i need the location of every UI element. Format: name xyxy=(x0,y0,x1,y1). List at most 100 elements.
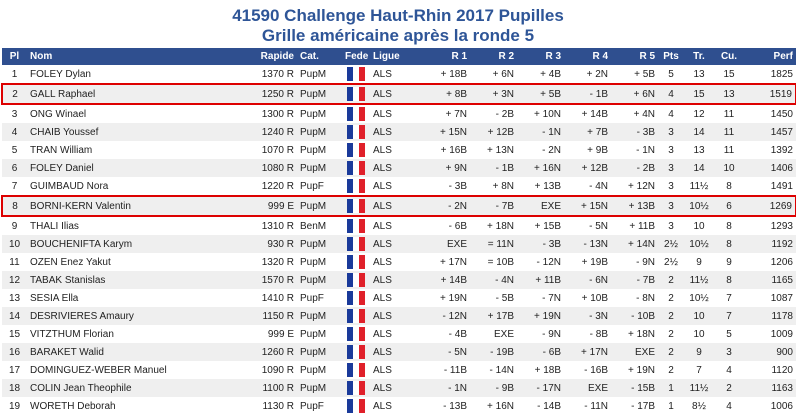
cell: 5 xyxy=(11,144,18,156)
cell: + 17N xyxy=(564,343,611,361)
cell: 16 xyxy=(2,343,27,361)
cell: PupM xyxy=(300,364,327,376)
player-row: 16 BARAKET Walid 1260 R PupM ALS - 5N - 19B - 6… xyxy=(2,343,796,361)
cell: = 11N xyxy=(470,235,517,253)
cell: TABAK Stanislas xyxy=(27,271,232,289)
cell: PupM xyxy=(300,144,327,156)
player-row: 9 THALI Ilias 1310 R BenM ALS - 6B + 18N + 15B -… xyxy=(2,216,796,235)
column-header: Perf xyxy=(744,48,796,65)
flag-icon xyxy=(347,67,365,81)
player-row: 8 BORNI-KERN Valentin 999 E PupM ALS - 2N - 7B… xyxy=(1,195,796,217)
cell: ALS xyxy=(370,195,412,217)
cell: + 19N xyxy=(440,292,467,304)
cell: 4 xyxy=(658,83,684,105)
cell: - 1N xyxy=(636,144,655,156)
cell: 900 xyxy=(744,343,796,361)
cell: 7 xyxy=(726,292,732,304)
cell: + 15N xyxy=(564,195,611,217)
cell: ALS xyxy=(370,235,412,253)
fede-cell xyxy=(342,397,370,415)
cell: + 2N xyxy=(586,68,608,80)
cell: WORETH Deborah xyxy=(30,400,116,412)
cell: + 16N xyxy=(517,159,564,177)
cell: + 12N xyxy=(628,180,655,192)
cell: 2½ xyxy=(658,235,684,253)
cell: - 3B xyxy=(517,235,564,253)
cell: 3 xyxy=(658,195,684,217)
cell: - 9N xyxy=(542,328,561,340)
cell: + 7N xyxy=(445,108,467,120)
cell: 11 xyxy=(723,108,735,120)
cell: - 17B xyxy=(631,400,655,412)
cell: 11½ xyxy=(689,180,709,192)
cell: 1100 R xyxy=(232,379,297,397)
cell: - 7B xyxy=(611,271,658,289)
column-header: Rapide xyxy=(232,48,297,65)
cell: + 8B xyxy=(412,83,470,105)
cell: + 14N xyxy=(611,235,658,253)
cell: 3 xyxy=(668,144,674,156)
cell: + 15N xyxy=(412,123,470,141)
cell: + 6N xyxy=(492,68,514,80)
cell: 7 xyxy=(11,180,18,192)
cell: - 14N xyxy=(489,364,514,376)
cell: 2 xyxy=(668,292,674,304)
cell: 1240 R xyxy=(232,123,297,141)
cell: 1120 xyxy=(771,364,793,376)
flag-icon xyxy=(347,179,365,193)
fede-cell xyxy=(342,361,370,379)
cell: PupM xyxy=(297,235,342,253)
flag-icon xyxy=(347,161,365,175)
cell: FOLEY Daniel xyxy=(27,159,232,177)
column-header: R 5 xyxy=(611,48,658,65)
cell: 4 xyxy=(726,364,732,376)
cell: ALS xyxy=(373,220,392,232)
fede-cell xyxy=(342,195,370,217)
player-row: 5 TRAN William 1070 R PupM ALS + 16B + 13N - 2N… xyxy=(2,141,796,159)
cell: - 3B xyxy=(448,180,467,192)
fede-cell xyxy=(342,65,370,84)
cell: ALS xyxy=(370,271,412,289)
cell: 5 xyxy=(668,68,674,80)
cell: PupM xyxy=(297,307,342,325)
cell: 1165 xyxy=(744,271,796,289)
fede-cell xyxy=(342,83,370,105)
cell: 1825 xyxy=(770,68,793,80)
cell: SESIA Ella xyxy=(30,292,79,304)
cell: EXE xyxy=(611,343,658,361)
cell: 13 xyxy=(693,144,705,156)
cell: 10½ xyxy=(684,195,714,217)
cell: ALS xyxy=(373,400,392,412)
cell: PupM xyxy=(297,271,342,289)
cell: + 4B xyxy=(540,68,561,80)
fede-cell xyxy=(342,177,370,196)
cell: - 9N xyxy=(636,256,655,268)
player-row: 19 WORETH Deborah 1130 R PupF ALS - 13B + 16N -… xyxy=(2,397,796,415)
subtitle: Grille américaine après la ronde 5 xyxy=(261,26,535,45)
cell: - 7B xyxy=(470,195,517,217)
cell: 9 xyxy=(11,220,18,232)
cell: + 19N xyxy=(628,364,655,376)
cell: PupF xyxy=(300,400,324,412)
cell: + 9N xyxy=(412,159,470,177)
cell: + 10B xyxy=(581,292,608,304)
cell: + 13B xyxy=(534,180,561,192)
cell: - 16B xyxy=(584,364,608,376)
cell: 10 xyxy=(2,235,27,253)
cell: + 11B xyxy=(629,220,655,232)
cell: 3 xyxy=(668,180,674,192)
cell: 12 xyxy=(2,271,27,289)
cell: PupM xyxy=(297,343,342,361)
cell: 3 xyxy=(714,343,744,361)
cell: 1 xyxy=(668,400,674,412)
fede-cell xyxy=(342,123,370,141)
cell: - 6B xyxy=(517,343,564,361)
fede-cell xyxy=(342,253,370,271)
player-row: 7 GUIMBAUD Nora 1220 R PupF ALS - 3B + 8N + 13B… xyxy=(2,177,796,196)
cell: 8 xyxy=(726,180,732,192)
cell: 1070 R xyxy=(261,144,294,156)
cell: - 17N xyxy=(517,379,564,397)
cell: 11 xyxy=(9,256,20,268)
flag-icon xyxy=(347,143,365,157)
